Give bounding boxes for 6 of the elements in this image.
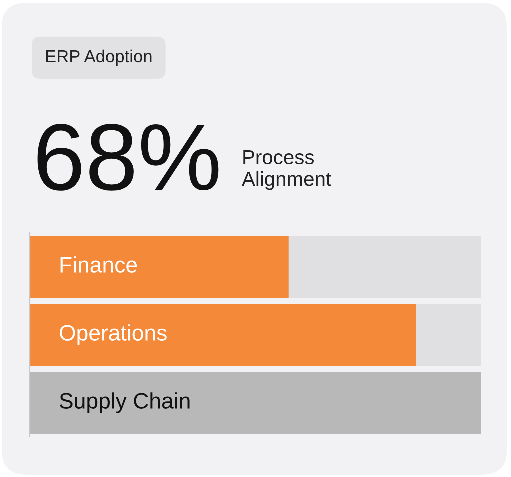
text: 68% (38, 124, 219, 191)
chart-subtitle: Process Alignment (242, 150, 332, 190)
y-tick-label: Supply Chain (60, 392, 190, 414)
chart-title: ERP Adoption (46, 50, 152, 66)
y-tick-label: Finance (60, 256, 138, 273)
y-tick-label: Operations (60, 324, 167, 346)
